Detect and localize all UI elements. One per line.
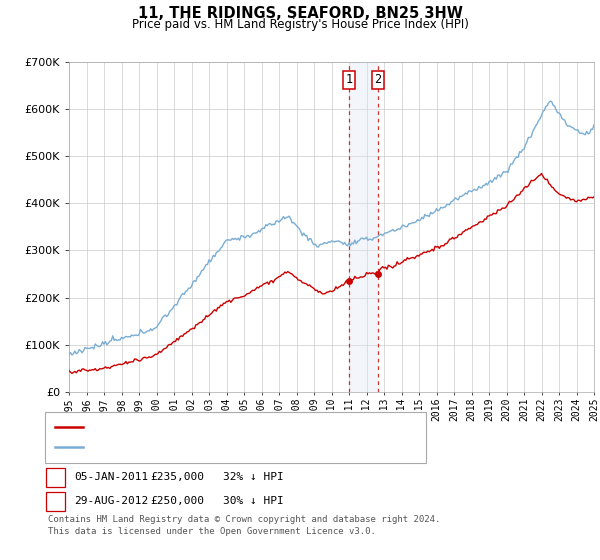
Text: £235,000: £235,000 [151, 472, 205, 482]
Text: Price paid vs. HM Land Registry's House Price Index (HPI): Price paid vs. HM Land Registry's House … [131, 18, 469, 31]
Text: 11, THE RIDINGS, SEAFORD, BN25 3HW: 11, THE RIDINGS, SEAFORD, BN25 3HW [137, 6, 463, 21]
Text: 30% ↓ HPI: 30% ↓ HPI [223, 496, 283, 506]
Text: 11, THE RIDINGS, SEAFORD, BN25 3HW (detached house): 11, THE RIDINGS, SEAFORD, BN25 3HW (deta… [88, 422, 406, 432]
Text: 05-JAN-2011: 05-JAN-2011 [74, 472, 149, 482]
Text: 2: 2 [374, 73, 382, 86]
Text: 32% ↓ HPI: 32% ↓ HPI [223, 472, 283, 482]
Text: HPI: Average price, detached house, Lewes: HPI: Average price, detached house, Lewe… [88, 442, 344, 452]
Text: 29-AUG-2012: 29-AUG-2012 [74, 496, 149, 506]
Bar [349, 62, 378, 392]
Text: 1: 1 [52, 472, 59, 482]
Text: 1: 1 [346, 73, 353, 86]
Text: 2: 2 [52, 496, 59, 506]
Text: Contains HM Land Registry data © Crown copyright and database right 2024.: Contains HM Land Registry data © Crown c… [48, 515, 440, 524]
Text: £250,000: £250,000 [151, 496, 205, 506]
Text: This data is licensed under the Open Government Licence v3.0.: This data is licensed under the Open Gov… [48, 528, 376, 536]
